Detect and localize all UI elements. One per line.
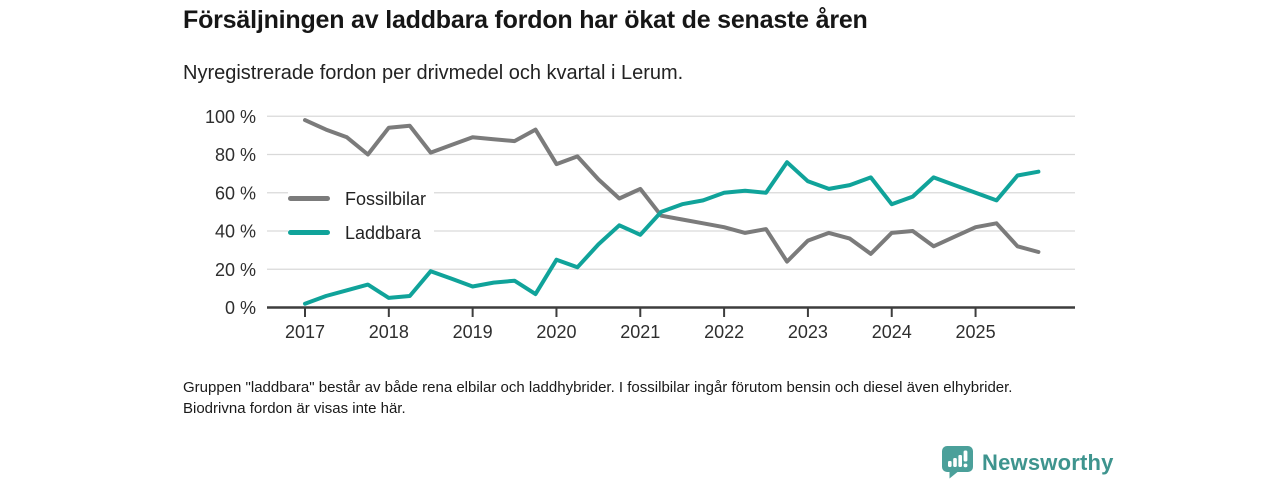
y-axis-tick-label: 40 % — [215, 222, 256, 242]
legend-item-laddbara: Laddbara — [288, 219, 435, 246]
chart-subtitle: Nyregistrerade fordon per drivmedel och … — [183, 62, 684, 84]
x-axis-tick-label: 2017 — [285, 322, 325, 342]
chart-legend: Fossilbilar Laddbara — [288, 185, 435, 246]
x-axis-tick-label: 2024 — [872, 322, 912, 342]
fossilbilar-line-swatch — [288, 196, 330, 201]
newsworthy-logo-link[interactable]: Newsworthy — [942, 446, 1114, 479]
legend-item-fossilbilar: Fossilbilar — [288, 185, 435, 212]
x-axis-tick-label: 2025 — [956, 322, 996, 342]
y-axis-tick-label: 0 % — [225, 298, 256, 318]
x-axis-tick-label: 2020 — [536, 322, 576, 342]
laddbara-line-swatch — [288, 230, 330, 235]
x-axis-tick-label: 2021 — [620, 322, 660, 342]
x-axis-tick-label: 2023 — [788, 322, 828, 342]
y-axis-tick-label: 100 % — [205, 107, 256, 127]
x-axis-tick-label: 2018 — [369, 322, 409, 342]
series-line-laddbara — [303, 160, 1041, 306]
y-axis-tick-label: 80 % — [215, 145, 256, 165]
chart-title: Försäljningen av laddbara fordon har öka… — [183, 6, 868, 34]
x-axis-tick-label: 2022 — [704, 322, 744, 342]
bar-chart-speech-bubble-icon — [942, 446, 973, 479]
x-axis-tick-label: 2019 — [453, 322, 493, 342]
legend-label: Fossilbilar — [345, 188, 427, 209]
chart-footnote: Gruppen "laddbara" består av både rena e… — [183, 379, 1013, 417]
newsworthy-wordmark: Newsworthy — [982, 449, 1114, 475]
legend-label: Laddbara — [345, 222, 422, 243]
y-axis-tick-label: 20 % — [215, 260, 256, 280]
series-line-fossilbilar — [303, 118, 1041, 264]
y-axis-tick-label: 60 % — [215, 183, 256, 203]
